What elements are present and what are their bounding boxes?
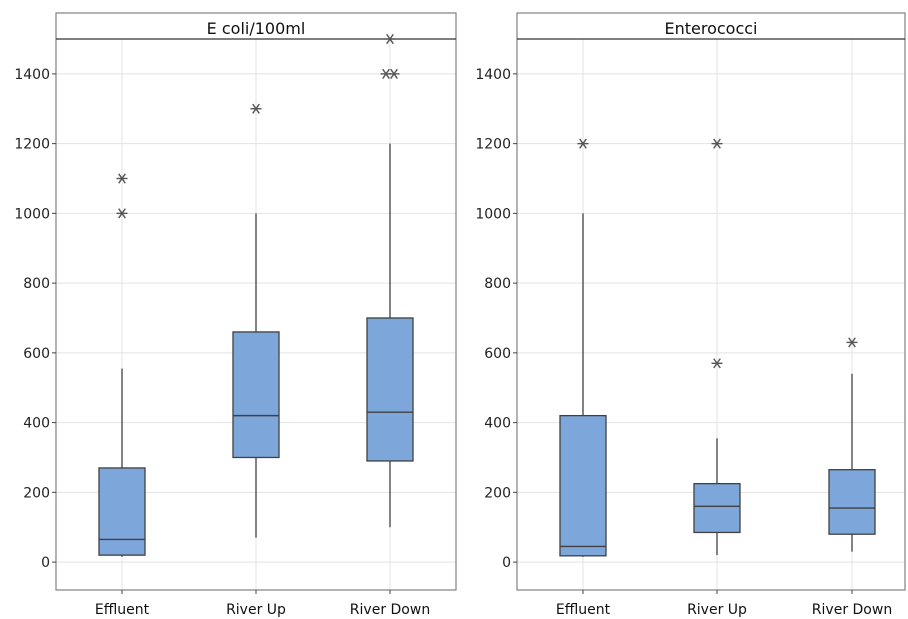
iqr-box [693,482,741,534]
y-tick-label: 1000 [475,206,511,222]
outlier-stroke [579,138,587,149]
outlier-point [116,173,128,184]
outlier-stroke [382,68,390,79]
panel-title: E coli/100ml [207,19,306,38]
y-tick-label: 400 [484,416,511,432]
iqr-box [366,317,414,462]
outlier-stroke [118,208,126,219]
y-tick-label: 200 [484,485,511,501]
x-category-label: Effluent [556,602,611,618]
outlier-stroke [713,358,721,369]
x-category-label: River Down [350,602,430,618]
outlier-point [250,103,262,114]
panel-frame [516,12,906,591]
outlier-point [577,138,589,149]
y-tick-label: 1000 [14,206,50,222]
outlier-stroke [252,103,260,114]
x-category-label: Effluent [95,602,150,618]
y-tick-label: 400 [23,416,50,432]
outlier-point [116,208,128,219]
box-1 [559,138,607,557]
y-tick-label: 1200 [475,137,511,153]
y-tick-label: 800 [23,276,50,292]
y-tick-label: 600 [484,346,511,362]
y-tick-label: 0 [41,555,50,571]
outlier-point [388,68,400,79]
y-tick-label: 1400 [475,67,511,83]
outlier-stroke [713,138,721,149]
y-tick-label: 200 [23,485,50,501]
outlier-stroke [390,68,398,79]
box-3 [366,33,414,528]
iqr-box [559,414,607,557]
iqr-box [232,331,280,459]
x-category-label: River Up [226,602,286,618]
y-tick-label: 600 [23,346,50,362]
y-tick-label: 800 [484,276,511,292]
y-tick-label: 0 [502,555,511,571]
outlier-stroke [118,173,126,184]
panel-title: Enterococci [664,19,757,38]
outlier-point [711,138,723,149]
panel-1: E coli/100ml 0 200 400 600 800 1000 1200 1400 Eff… [14,12,457,618]
outlier-stroke [386,33,394,45]
outlier-point [384,33,396,45]
y-tick-label: 1200 [14,137,50,153]
box-1 [98,173,146,557]
box-3 [828,337,876,552]
iqr-box [828,469,876,535]
x-category-label: River Up [687,602,747,618]
iqr-box [98,467,146,556]
x-category-label: River Down [812,602,892,618]
outlier-point [711,358,723,369]
panel-2: Enterococci 0 200 400 600 800 1000 1200 1400 Effl… [475,12,906,618]
y-tick-label: 1400 [14,67,50,83]
outlier-point [846,337,858,348]
box-2 [232,103,280,538]
box-2 [693,138,741,556]
outlier-stroke [848,337,856,348]
